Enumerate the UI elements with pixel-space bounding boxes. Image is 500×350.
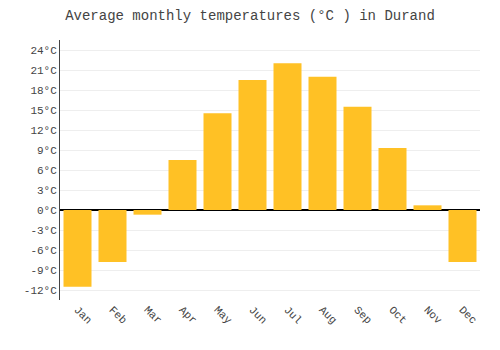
svg-text:12°C: 12°C — [30, 125, 57, 137]
svg-text:Jul: Jul — [281, 304, 303, 326]
svg-text:Jun: Jun — [246, 304, 268, 326]
svg-text:-3°C: -3°C — [30, 225, 57, 237]
svg-text:3°C: 3°C — [37, 185, 57, 197]
svg-text:May: May — [211, 304, 234, 327]
svg-text:Aug: Aug — [316, 304, 338, 326]
svg-text:Feb: Feb — [106, 304, 128, 326]
svg-text:24°C: 24°C — [30, 45, 57, 57]
svg-text:Nov: Nov — [421, 304, 444, 327]
svg-text:Apr: Apr — [176, 304, 198, 326]
svg-text:Oct: Oct — [386, 304, 408, 326]
svg-text:Jan: Jan — [71, 304, 93, 326]
svg-text:0°C: 0°C — [37, 205, 57, 217]
svg-text:Mar: Mar — [141, 304, 163, 326]
svg-text:-12°C: -12°C — [24, 285, 57, 297]
svg-text:Average monthly temperatures (: Average monthly temperatures (°C ) in Du… — [65, 8, 435, 24]
svg-text:Sep: Sep — [351, 304, 373, 326]
svg-text:21°C: 21°C — [30, 65, 57, 77]
svg-text:9°C: 9°C — [37, 145, 57, 157]
svg-text:15°C: 15°C — [30, 105, 57, 117]
svg-text:Dec: Dec — [456, 304, 478, 326]
svg-text:18°C: 18°C — [30, 85, 57, 97]
svg-text:6°C: 6°C — [37, 165, 57, 177]
svg-text:-6°C: -6°C — [30, 245, 57, 257]
svg-text:-9°C: -9°C — [30, 265, 57, 277]
